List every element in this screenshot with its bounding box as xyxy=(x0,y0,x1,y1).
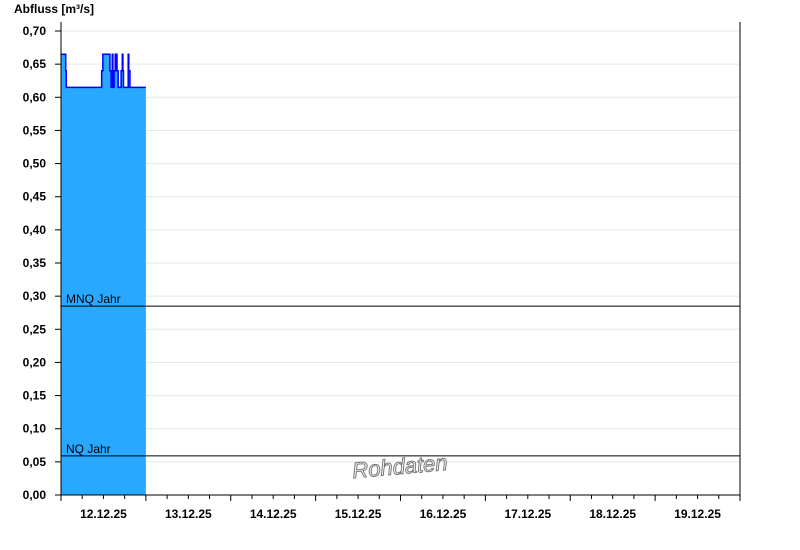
x-tick-label: 12.12.25 xyxy=(80,507,127,521)
x-tick-label: 16.12.25 xyxy=(420,507,467,521)
y-tick-label: 0,45 xyxy=(23,190,47,204)
grid xyxy=(61,30,740,463)
x-tick-label: 19.12.25 xyxy=(674,507,721,521)
y-tick-label: 0,05 xyxy=(23,455,47,469)
y-tick-label: 0,55 xyxy=(23,123,47,137)
x-tick-label: 15.12.25 xyxy=(335,507,382,521)
x-tick-label: 18.12.25 xyxy=(589,507,636,521)
axes: 0,00 0,05 0,10 0,15 0,20 0,25 0,30 0,35 0,40 0,45… xyxy=(23,22,741,521)
reference-lines: MNQ Jahr NQ Jahr xyxy=(61,292,740,457)
y-tick-label: 0,30 xyxy=(23,289,47,303)
series-area xyxy=(61,53,146,496)
watermark: Rohdaten xyxy=(351,450,448,483)
x-tick-label: 14.12.25 xyxy=(250,507,297,521)
y-tick-label: 0,35 xyxy=(23,256,47,270)
x-tick-label: 13.12.25 xyxy=(165,507,212,521)
reference-line-label: NQ Jahr xyxy=(66,442,111,456)
y-tick-label: 0,00 xyxy=(23,488,47,502)
y-tick-label: 0,60 xyxy=(23,90,47,104)
y-tick-label: 0,20 xyxy=(23,355,47,369)
y-tick-label: 0,50 xyxy=(23,157,47,171)
series-line xyxy=(61,53,146,89)
y-tick-label: 0,25 xyxy=(23,322,47,336)
y-tick-label: 0,65 xyxy=(23,57,47,71)
y-tick-label: 0,15 xyxy=(23,389,47,403)
series-fill xyxy=(61,54,146,496)
x-tick-label: 17.12.25 xyxy=(504,507,551,521)
y-tick-label: 0,70 xyxy=(23,24,47,38)
y-axis-label: Abfluss [m³/s] xyxy=(14,2,94,16)
y-tick-label: 0,40 xyxy=(23,223,47,237)
y-tick-label: 0,10 xyxy=(23,422,47,436)
reference-line-label: MNQ Jahr xyxy=(66,292,121,306)
